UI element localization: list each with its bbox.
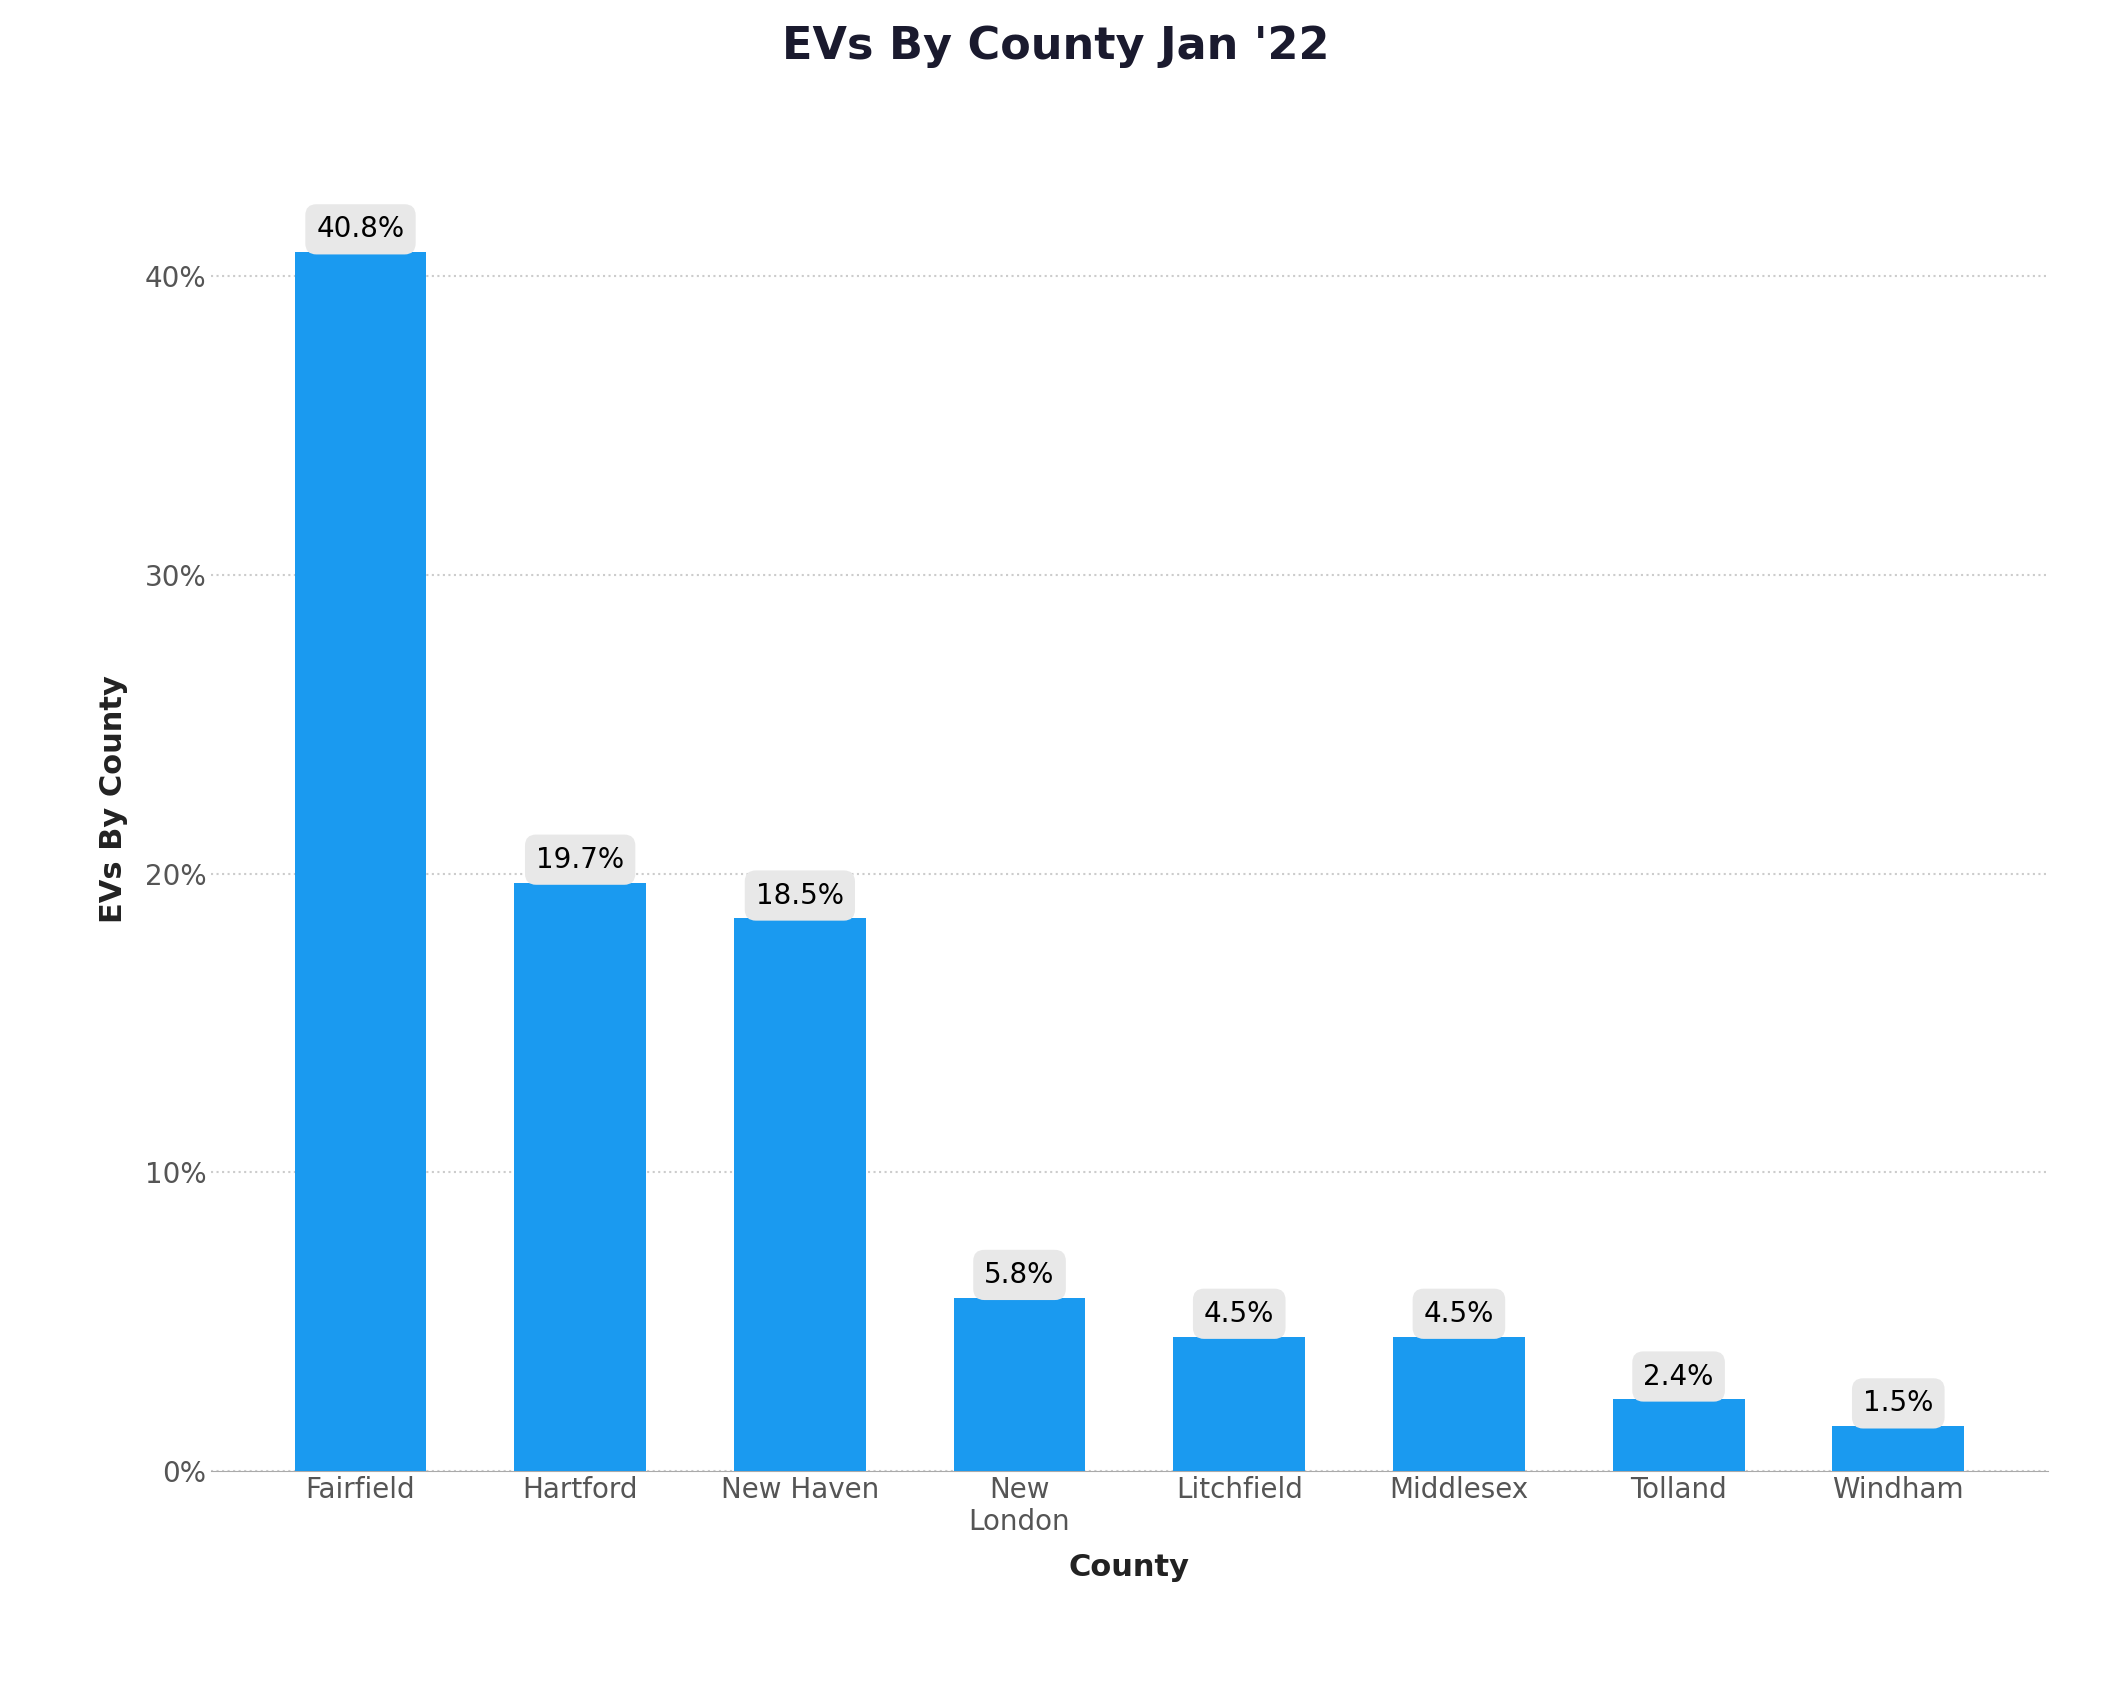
Text: 19.7%: 19.7%: [536, 846, 625, 874]
Bar: [954, 1299, 1085, 1471]
Text: 4.5%: 4.5%: [1423, 1300, 1495, 1327]
Y-axis label: EVs By County: EVs By County: [99, 675, 129, 923]
Text: 4.5%: 4.5%: [1203, 1300, 1275, 1327]
Bar: [735, 918, 866, 1471]
Text: 18.5%: 18.5%: [756, 881, 844, 910]
Text: 2.4%: 2.4%: [1642, 1363, 1714, 1390]
Bar: [1393, 1336, 1524, 1471]
Bar: [1613, 1400, 1744, 1471]
Bar: [1832, 1426, 1963, 1471]
Text: EVs By County Jan '22: EVs By County Jan '22: [781, 25, 1330, 68]
Bar: [296, 252, 426, 1471]
Bar: [515, 883, 646, 1471]
X-axis label: County: County: [1068, 1552, 1191, 1583]
Text: 5.8%: 5.8%: [984, 1261, 1056, 1289]
Text: 40.8%: 40.8%: [317, 215, 405, 244]
Bar: [1174, 1336, 1305, 1471]
Text: 1.5%: 1.5%: [1864, 1390, 1934, 1417]
